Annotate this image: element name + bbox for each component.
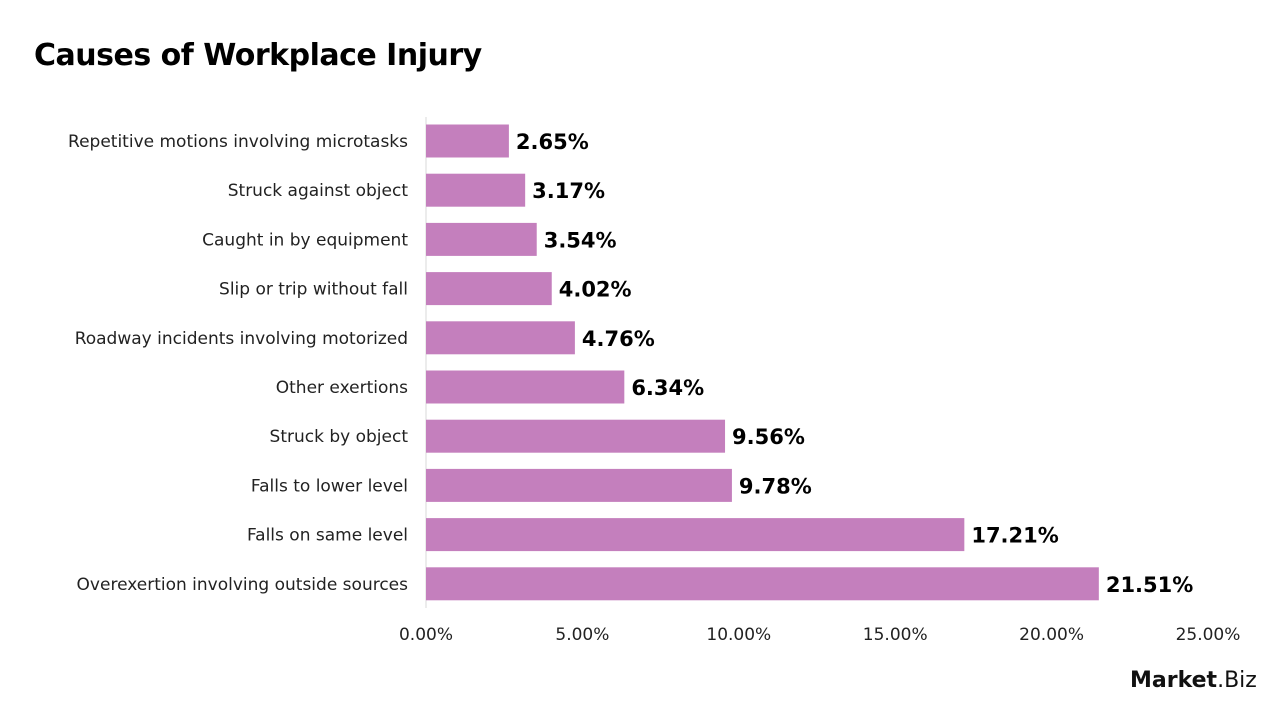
logo-part1: Market — [1130, 668, 1218, 693]
category-label: Struck by object — [270, 427, 409, 447]
category-label: Slip or trip without fall — [219, 280, 408, 300]
category-label: Falls on same level — [247, 526, 408, 546]
data-label: 2.65% — [516, 130, 589, 154]
x-tick-label: 5.00% — [555, 625, 609, 645]
category-label: Other exertions — [276, 378, 408, 398]
category-label: Roadway incidents involving motorized — [75, 329, 408, 349]
bar — [426, 124, 509, 158]
bar — [426, 321, 575, 355]
bar — [426, 370, 625, 404]
data-label: 21.51% — [1106, 573, 1193, 597]
bar — [426, 567, 1099, 601]
category-label: Overexertion involving outside sources — [77, 575, 409, 595]
category-label: Falls to lower level — [251, 476, 408, 496]
x-tick-label: 20.00% — [1019, 625, 1084, 645]
x-tick-label: 10.00% — [706, 625, 771, 645]
bar — [426, 419, 726, 453]
chart-title: Causes of Workplace Injury — [34, 38, 482, 73]
bar — [426, 518, 965, 552]
data-label: 6.34% — [631, 376, 704, 400]
bar — [426, 468, 732, 502]
data-label: 3.17% — [532, 179, 605, 203]
category-label: Repetitive motions involving microtasks — [68, 132, 408, 152]
marketbiz-logo: Market.Biz — [1130, 668, 1257, 693]
x-tick-label: 25.00% — [1176, 625, 1241, 645]
data-label: 4.76% — [582, 327, 655, 351]
data-label: 4.02% — [559, 278, 632, 302]
bar — [426, 173, 526, 207]
data-label: 9.56% — [732, 425, 805, 449]
data-label: 3.54% — [544, 228, 617, 252]
category-label: Caught in by equipment — [202, 230, 408, 250]
category-label: Struck against object — [228, 181, 409, 201]
bar — [426, 272, 552, 306]
logo-part2: .Biz — [1217, 668, 1257, 693]
bar — [426, 222, 537, 256]
x-tick-label: 15.00% — [863, 625, 928, 645]
data-label: 9.78% — [739, 474, 812, 498]
data-label: 17.21% — [971, 524, 1058, 548]
x-tick-label: 0.00% — [399, 625, 453, 645]
